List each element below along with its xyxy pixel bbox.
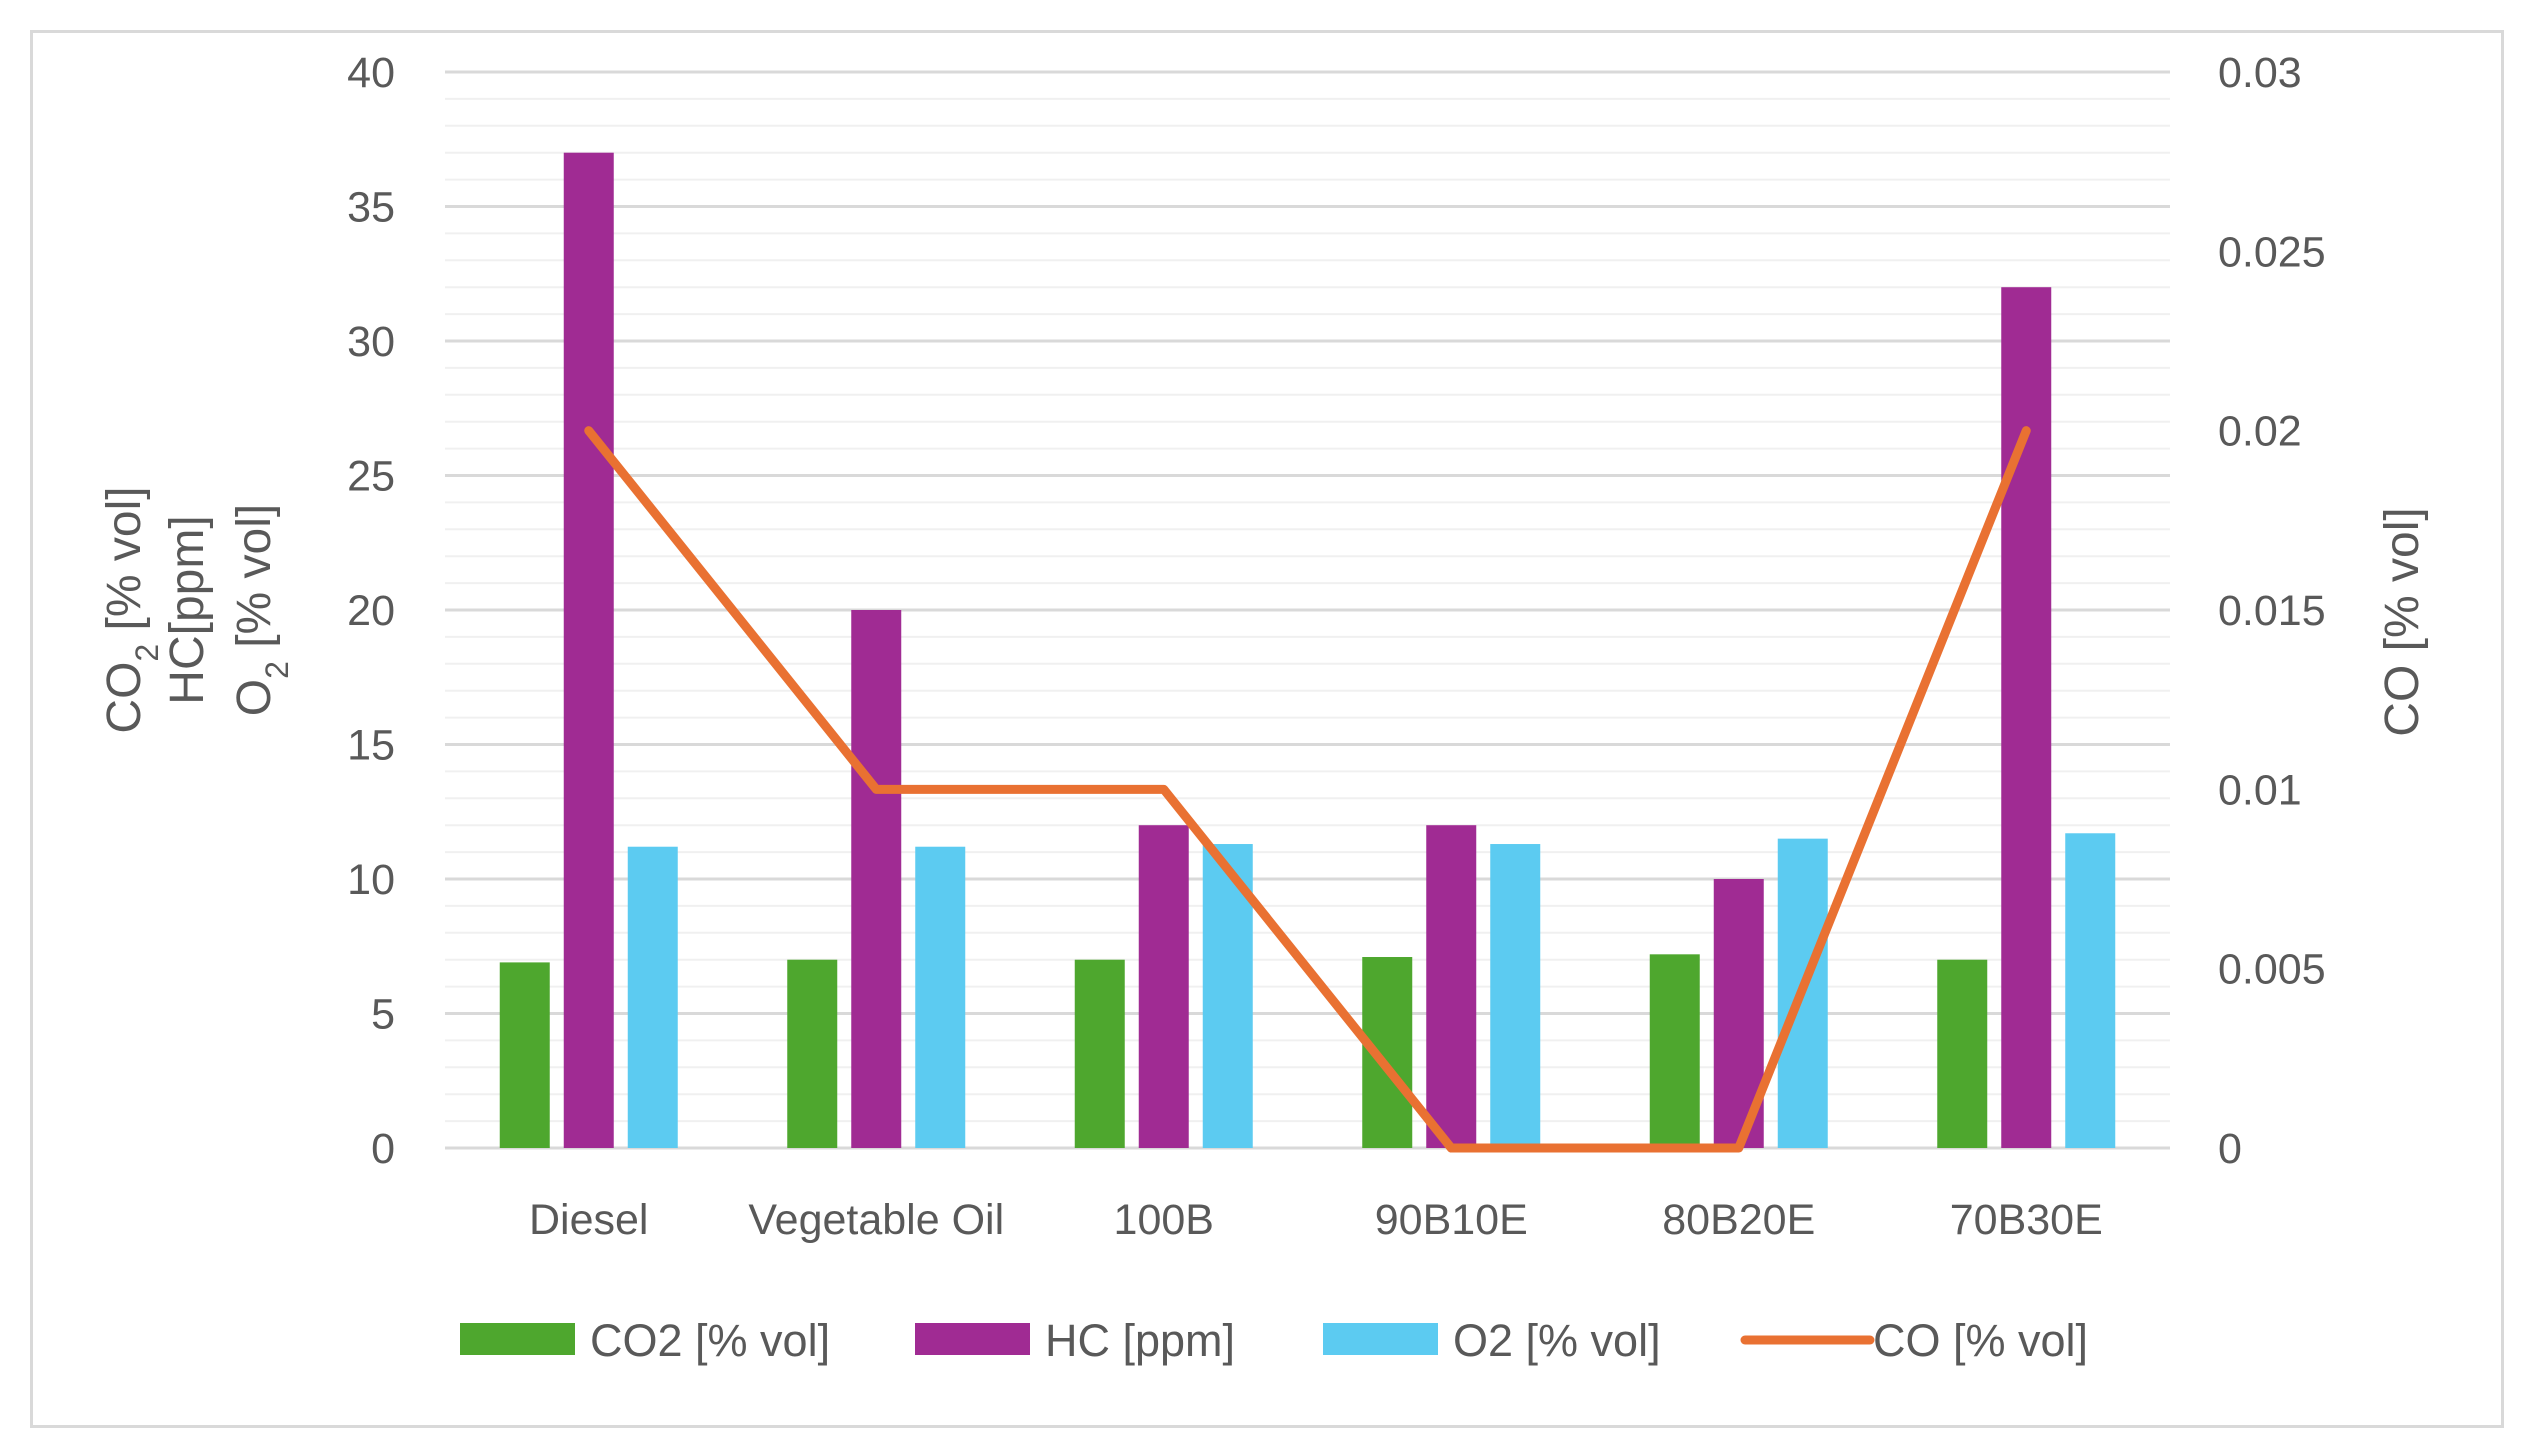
left-axis-title-line: HC[ppm] — [161, 515, 214, 704]
category-label: 90B10E — [1375, 1196, 1528, 1244]
right-axis-ticks: 0 0.005 0.01 0.015 0.02 0.025 0.03 — [2218, 49, 2326, 1173]
category-labels: Diesel Vegetable Oil 100B 90B10E 80B20E 70B30… — [529, 1196, 2103, 1244]
bar-o2-vegetable-oil — [915, 846, 966, 1148]
right-tick-label: 0.015 — [2218, 587, 2326, 635]
right-tick-label: 0.005 — [2218, 946, 2326, 994]
bar-hc-vegetable-oil — [851, 610, 902, 1148]
legend-item: CO2 [% vol] — [460, 1315, 830, 1366]
legend-swatch — [1323, 1323, 1438, 1355]
category-label: Diesel — [529, 1196, 649, 1244]
left-tick-label: 25 — [347, 453, 395, 501]
bar-co2-diesel — [499, 962, 550, 1148]
right-tick-label: 0.02 — [2218, 408, 2302, 456]
right-tick-label: 0.03 — [2218, 49, 2302, 97]
bar-hc-100b — [1138, 825, 1189, 1148]
bar-o2-90b10e — [1490, 844, 1541, 1148]
axis-titles: CO [% vol] CO2 [% vol] HC[ppm] O2 [% vol] — [98, 486, 2429, 736]
legend-item: HC [ppm] — [915, 1315, 1235, 1366]
bar-o2-diesel — [627, 846, 678, 1148]
left-tick-label: 5 — [371, 991, 395, 1039]
bar-hc-diesel — [563, 152, 614, 1148]
category-label: Vegetable Oil — [748, 1196, 1004, 1244]
right-tick-label: 0.01 — [2218, 766, 2302, 814]
co-line-layer — [584, 426, 2031, 1153]
left-tick-label: 10 — [347, 856, 395, 904]
category-label: 80B20E — [1662, 1196, 1815, 1244]
bar-co2-80b20e — [1649, 954, 1700, 1148]
bar-o2-70b30e — [2065, 833, 2116, 1148]
bar-hc-70b30e — [2001, 287, 2052, 1148]
legend-label: CO [% vol] — [1873, 1315, 2088, 1366]
gridlines — [445, 70, 2170, 1150]
bars — [499, 152, 2116, 1148]
left-axis-title-line: O2 [% vol] — [228, 504, 295, 717]
bar-co2-100b — [1074, 959, 1125, 1148]
legend-swatch — [460, 1323, 575, 1355]
chart-frame — [30, 30, 2504, 1428]
legend-label: CO2 [% vol] — [590, 1315, 830, 1366]
legend-label: O2 [% vol] — [1453, 1315, 1661, 1366]
legend-item: O2 [% vol] — [1323, 1315, 1661, 1366]
right-axis-title: CO [% vol] — [2376, 507, 2429, 736]
left-tick-label: 0 — [371, 1125, 395, 1173]
left-tick-label: 40 — [347, 49, 395, 97]
legend-label: HC [ppm] — [1045, 1315, 1235, 1366]
left-tick-label: 15 — [347, 722, 395, 770]
right-tick-label: 0 — [2218, 1125, 2242, 1173]
left-axis-title-line: CO2 [% vol] — [98, 486, 165, 733]
bar-hc-90b10e — [1426, 825, 1477, 1148]
left-tick-label: 20 — [347, 587, 395, 635]
series-line-co — [584, 426, 2031, 1153]
legend-item: CO [% vol] — [1740, 1315, 2088, 1366]
category-label: 70B30E — [1950, 1196, 2103, 1244]
bar-co2-vegetable-oil — [787, 959, 838, 1148]
legend-swatch — [915, 1323, 1030, 1355]
category-label: 100B — [1114, 1196, 1214, 1244]
left-axis-ticks: 0 5 10 15 20 25 30 35 40 — [347, 49, 395, 1173]
right-tick-label: 0.025 — [2218, 228, 2326, 276]
left-tick-label: 35 — [347, 184, 395, 232]
legend: CO2 [% vol] HC [ppm] O2 [% vol] CO [% vol] — [460, 1315, 2088, 1366]
left-tick-label: 30 — [347, 318, 395, 366]
bar-co2-70b30e — [1937, 959, 1988, 1148]
